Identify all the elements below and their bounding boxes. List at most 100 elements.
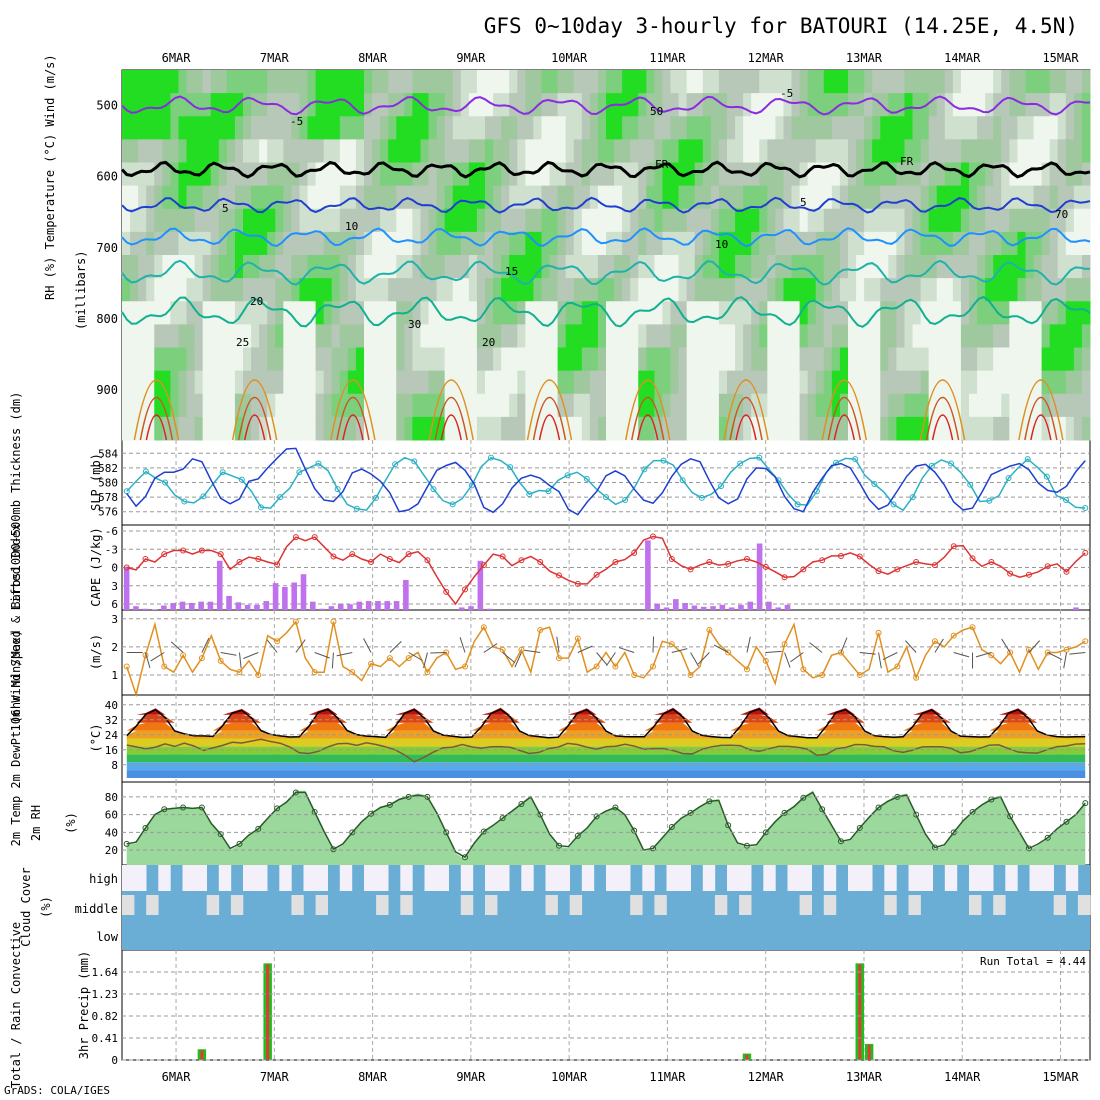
rh-tick: 20	[105, 844, 118, 857]
rh-cell	[993, 208, 1002, 233]
wind-barb	[671, 648, 688, 653]
wind-speed-line-marker	[386, 655, 393, 662]
rh-cell	[1057, 278, 1067, 302]
rh-cell	[291, 93, 300, 117]
rh-cell	[727, 416, 736, 441]
rh-cell	[718, 70, 728, 94]
rh-cell	[944, 93, 954, 117]
rh-cell	[404, 116, 413, 140]
rh-cell	[839, 416, 849, 441]
cape-bar	[393, 601, 400, 610]
rh-cell	[218, 185, 228, 210]
rh-cell	[872, 347, 881, 372]
rh-cell	[460, 162, 470, 187]
panel-frame-precip	[121, 949, 1091, 1061]
rh-cell	[622, 208, 631, 233]
rh-cell	[154, 185, 163, 210]
rh-cell	[710, 93, 720, 117]
rh-cell	[291, 278, 300, 302]
rh-cell	[654, 324, 663, 348]
rh-cell	[1025, 416, 1035, 441]
rh-cell	[848, 185, 857, 210]
cape-bar	[291, 582, 297, 610]
rh-cell	[202, 370, 212, 395]
rh-cell	[646, 347, 655, 372]
rh-cell	[630, 347, 639, 372]
warm-contour	[133, 379, 180, 441]
temp-band	[126, 722, 1086, 731]
lifted-index-line-marker	[819, 557, 826, 564]
rh-cell	[920, 116, 930, 140]
temp-band	[126, 762, 1086, 771]
rh-cell	[525, 208, 534, 233]
rh-cell	[581, 139, 591, 163]
rh-cell	[170, 139, 179, 163]
rh-cell	[380, 162, 389, 187]
rh-cell	[993, 324, 1002, 348]
rh-cell	[654, 208, 663, 233]
rh-cell	[202, 278, 212, 302]
rh-cell	[799, 370, 809, 395]
rh-line-marker	[800, 794, 807, 801]
rh-cell	[767, 393, 776, 418]
rh-cell	[969, 231, 978, 256]
rh-cell	[1017, 324, 1026, 348]
rh-cell	[573, 208, 583, 233]
rh-cell	[775, 185, 784, 210]
rh-cell	[243, 324, 252, 348]
rh-cell	[952, 70, 962, 94]
rh-cell	[436, 185, 446, 210]
rh-cell	[170, 347, 179, 372]
rh-cell	[315, 185, 325, 210]
rh-cell	[525, 139, 534, 163]
rh-cell	[444, 185, 454, 210]
wind-barb	[502, 652, 516, 664]
rh-cell	[831, 370, 841, 395]
rh-cell	[130, 393, 139, 418]
rh-cell	[178, 231, 188, 256]
rh-cell	[606, 416, 615, 441]
rh-cell	[178, 393, 188, 418]
rh-cell	[122, 255, 131, 279]
rh-cell	[960, 278, 970, 302]
rh-cell	[162, 416, 171, 441]
rh-cell	[194, 185, 204, 210]
rh-cell	[1009, 416, 1018, 441]
rh-cell	[743, 301, 752, 325]
rh-cell	[880, 278, 889, 302]
rh-cell	[557, 416, 567, 441]
rh-cell	[815, 347, 825, 372]
lifted-index-line-marker	[950, 543, 957, 550]
rh-cell	[985, 278, 994, 302]
rh-cell	[372, 139, 381, 163]
rh-cell	[944, 116, 954, 140]
rh-cell	[783, 301, 793, 325]
rh-cell	[654, 301, 663, 325]
rh-cell	[960, 324, 970, 348]
rh-cell	[1033, 370, 1043, 395]
rh-cell	[1049, 116, 1059, 140]
rh-cell	[630, 162, 639, 187]
wind-speed-line-marker	[123, 663, 130, 670]
rh-cell	[468, 278, 478, 302]
thickness-line-marker	[871, 480, 878, 487]
rh-cell	[702, 324, 712, 348]
cape-bar	[254, 604, 260, 610]
rh-cell	[702, 162, 712, 187]
temp-ylabel: 2m Temp 2m DewPt (6hr Min/Max)	[9, 630, 23, 847]
rh-cell	[904, 116, 914, 140]
thickness-line-marker	[507, 464, 514, 471]
rh-cell	[234, 393, 244, 418]
rh-cell	[1041, 116, 1051, 140]
rh-cell	[243, 255, 252, 279]
rh-cell	[759, 70, 768, 94]
rh-cell	[396, 370, 405, 395]
lifted-tick: 0	[111, 562, 118, 575]
rh-cell	[122, 301, 131, 325]
rh-line-marker	[480, 828, 487, 835]
rh-cell	[920, 185, 930, 210]
rh-cell	[904, 255, 914, 279]
rh-cell	[259, 185, 268, 210]
rh-cell	[960, 231, 970, 256]
rh-cell	[952, 93, 962, 117]
